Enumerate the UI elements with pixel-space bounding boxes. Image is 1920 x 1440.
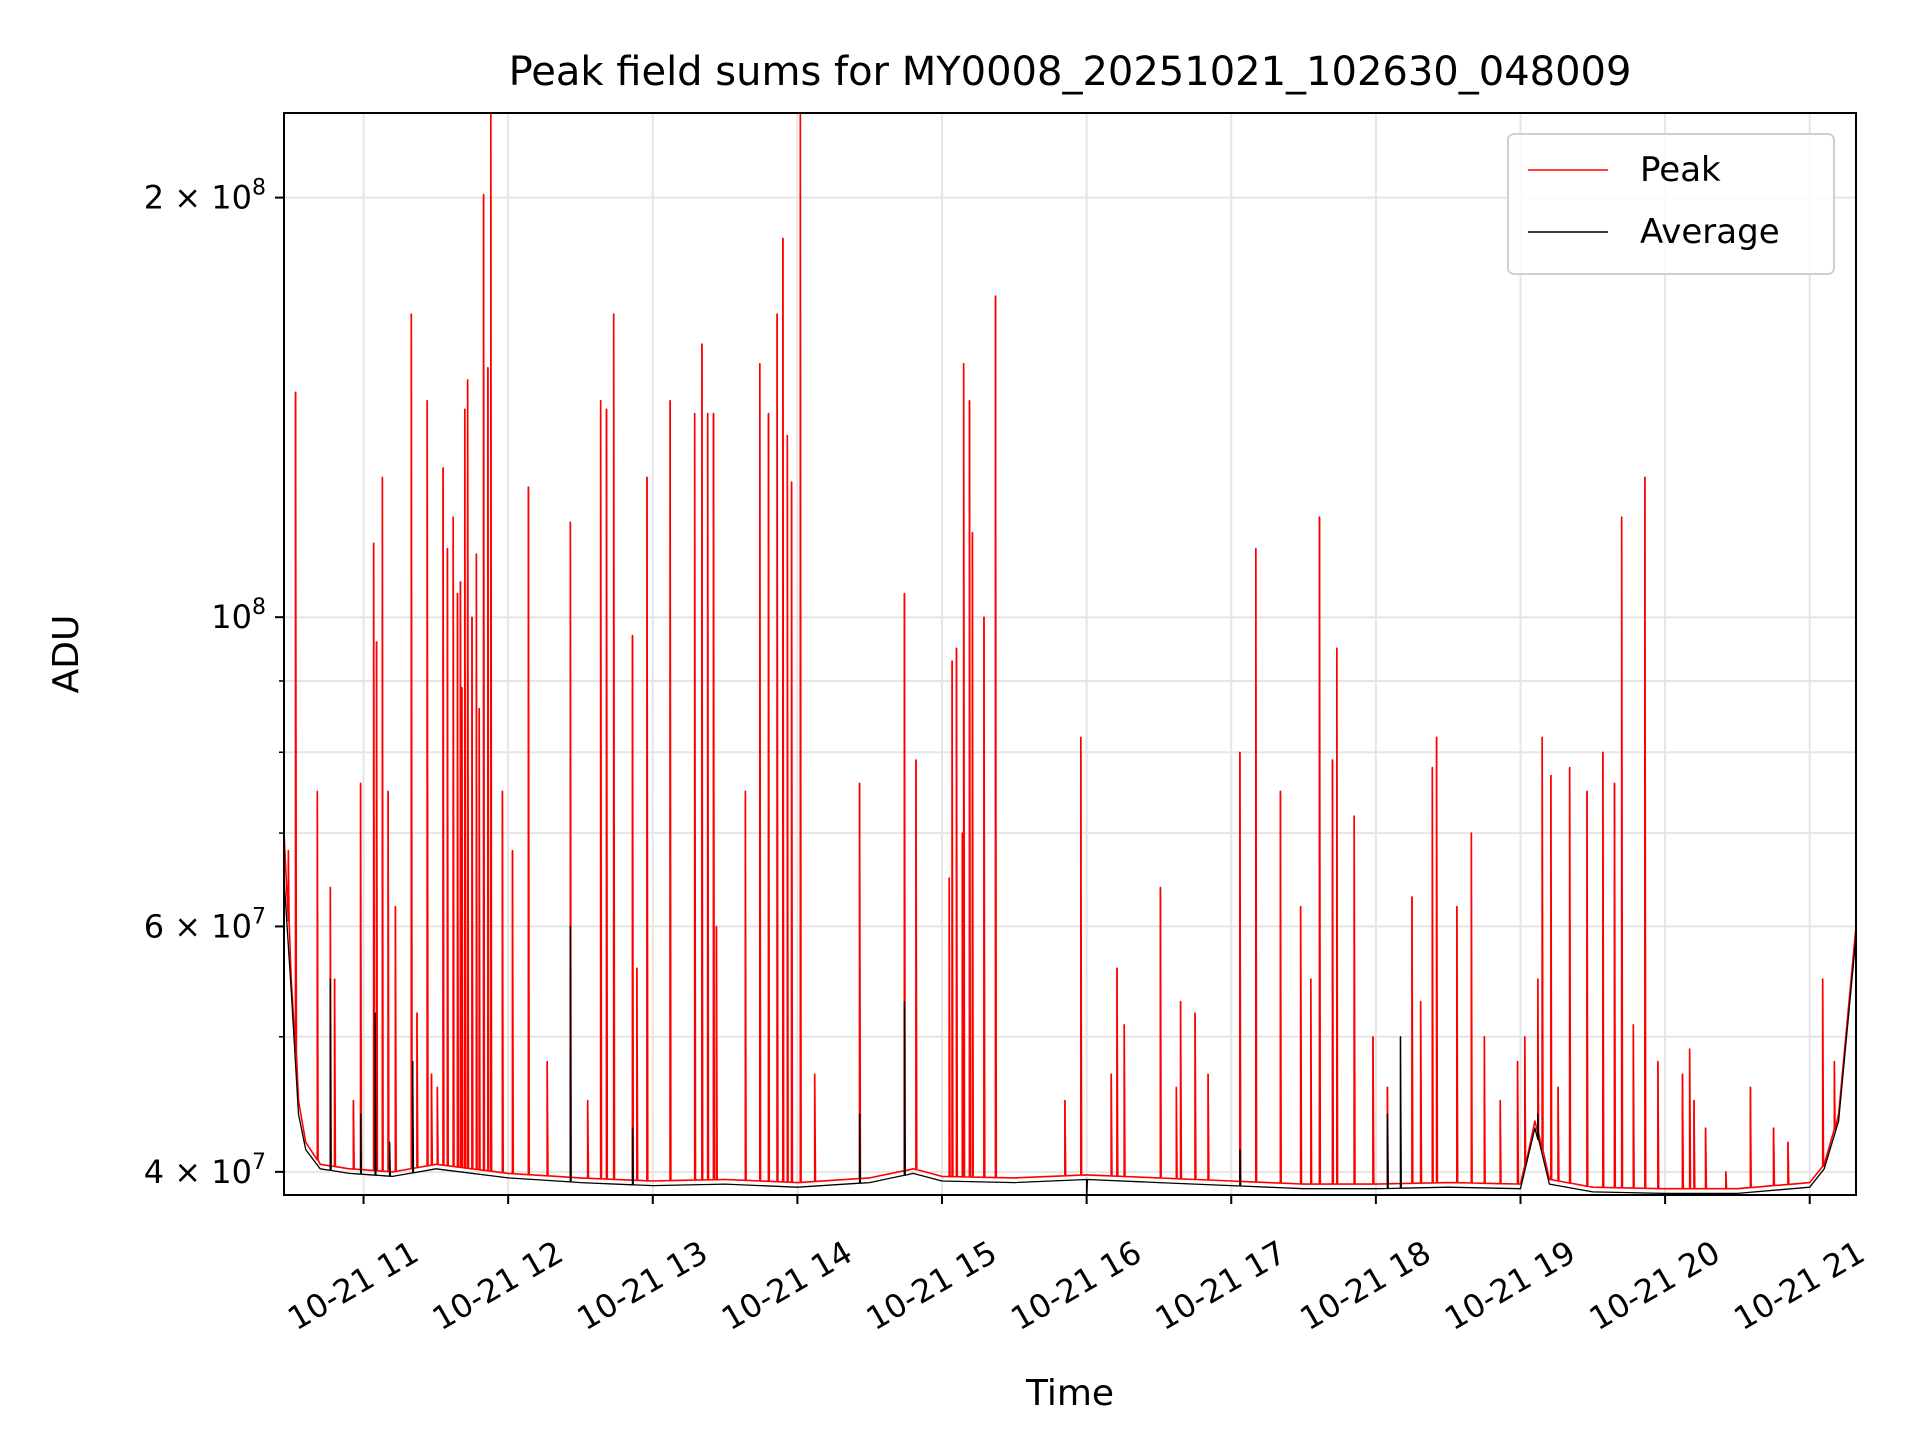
chart-title: Peak field sums for MY0008_20251021_1026… — [509, 49, 1632, 95]
y-tick-ten: 10 — [211, 179, 252, 217]
series-average — [284, 877, 1856, 1195]
y-tick-exponent: 8 — [252, 595, 266, 620]
y-tick-exponent: 7 — [252, 1150, 266, 1175]
y-tick-times: × — [164, 907, 211, 945]
y-tick-label: 108 — [211, 595, 266, 636]
y-tick-base: 6 — [144, 907, 164, 945]
y-tick-exponent: 7 — [252, 904, 266, 929]
legend-box — [1507, 133, 1835, 275]
y-tick-ten: 10 — [211, 1153, 252, 1191]
y-axis-label: ADU — [46, 615, 87, 694]
plot-frame — [283, 112, 1857, 1196]
y-tick-exponent: 8 — [252, 176, 266, 201]
y-tick-ten: 10 — [211, 598, 252, 636]
y-tick-times: × — [164, 179, 211, 217]
y-tick-base: 4 — [144, 1153, 164, 1191]
y-tick-label: 6 × 107 — [144, 904, 266, 945]
y-tick-label: 4 × 107 — [144, 1150, 266, 1191]
x-axis-label: Time — [1025, 1373, 1114, 1414]
legend-label-peak: Peak — [1640, 150, 1721, 190]
y-tick-ten: 10 — [211, 907, 252, 945]
y-tick-base: 2 — [144, 179, 164, 217]
legend-label-average: Average — [1640, 212, 1780, 252]
legend: Peak Average — [1507, 133, 1835, 275]
y-tick-times: × — [164, 1153, 211, 1191]
plot-series — [284, 113, 1856, 1195]
y-tick-label: 2 × 108 — [144, 176, 266, 217]
series-peak — [284, 113, 1856, 1190]
